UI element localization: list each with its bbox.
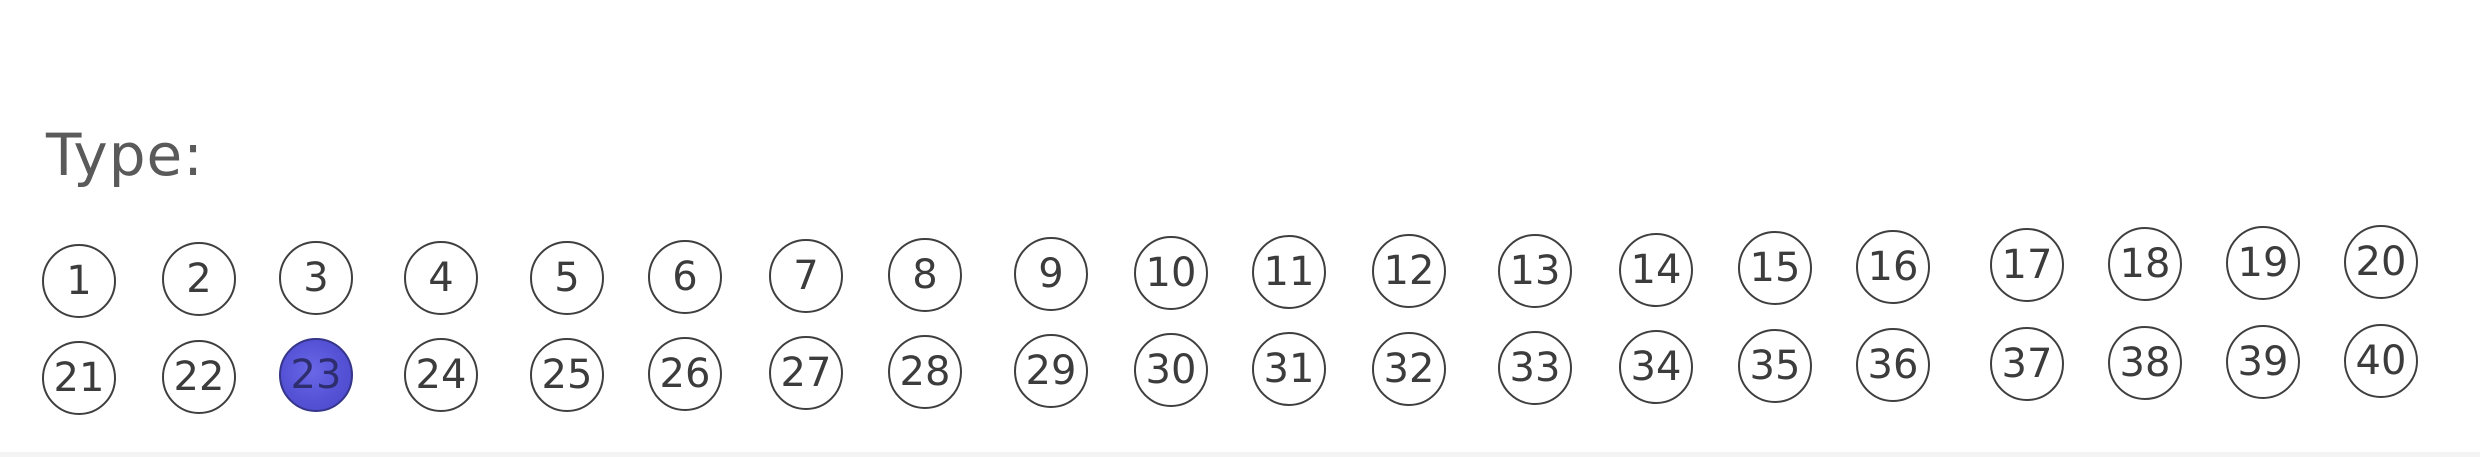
bubble-option-18[interactable]: 18 bbox=[2108, 227, 2182, 301]
bubble-number: 23 bbox=[290, 352, 342, 398]
bubble-number: 35 bbox=[1749, 343, 1801, 389]
bubble-number: 34 bbox=[1630, 344, 1682, 390]
bubble-option-40[interactable]: 40 bbox=[2344, 324, 2418, 398]
bubble-number: 28 bbox=[899, 349, 951, 395]
bubble-number: 4 bbox=[428, 255, 454, 301]
bubble-number: 19 bbox=[2237, 240, 2289, 286]
bubble-option-12[interactable]: 12 bbox=[1372, 234, 1446, 308]
bubble-option-20[interactable]: 20 bbox=[2344, 225, 2418, 299]
bubble-option-15[interactable]: 15 bbox=[1738, 231, 1812, 305]
bubble-option-7[interactable]: 7 bbox=[769, 239, 843, 313]
type-label: Type: bbox=[46, 121, 204, 189]
bubble-option-26[interactable]: 26 bbox=[648, 337, 722, 411]
bubble-number: 8 bbox=[912, 252, 938, 298]
bubble-option-17[interactable]: 17 bbox=[1990, 228, 2064, 302]
bubble-option-3[interactable]: 3 bbox=[279, 241, 353, 315]
bubble-number: 24 bbox=[415, 352, 467, 398]
bubble-number: 11 bbox=[1263, 249, 1315, 295]
bubble-number: 39 bbox=[2237, 339, 2289, 385]
sheet-bottom-edge bbox=[0, 452, 2480, 457]
bubble-option-16[interactable]: 16 bbox=[1856, 230, 1930, 304]
bubble-option-29[interactable]: 29 bbox=[1014, 334, 1088, 408]
bubble-number: 6 bbox=[672, 254, 698, 300]
bubble-number: 7 bbox=[793, 253, 819, 299]
bubble-option-2[interactable]: 2 bbox=[162, 242, 236, 316]
bubble-option-35[interactable]: 35 bbox=[1738, 329, 1812, 403]
bubble-option-30[interactable]: 30 bbox=[1134, 333, 1208, 407]
bubble-number: 40 bbox=[2355, 338, 2407, 384]
bubble-number: 1 bbox=[66, 258, 92, 304]
bubble-number: 36 bbox=[1867, 342, 1919, 388]
bubble-option-39[interactable]: 39 bbox=[2226, 325, 2300, 399]
bubble-option-36[interactable]: 36 bbox=[1856, 328, 1930, 402]
bubble-option-37[interactable]: 37 bbox=[1990, 327, 2064, 401]
bubble-number: 31 bbox=[1263, 346, 1315, 392]
bubble-option-6[interactable]: 6 bbox=[648, 240, 722, 314]
bubble-number: 10 bbox=[1145, 250, 1197, 296]
bubble-number: 13 bbox=[1509, 248, 1561, 294]
bubble-number: 17 bbox=[2001, 242, 2053, 288]
bubble-number: 14 bbox=[1630, 247, 1682, 293]
bubble-number: 25 bbox=[541, 352, 593, 398]
bubble-option-27[interactable]: 27 bbox=[769, 336, 843, 410]
bubble-number: 27 bbox=[780, 350, 832, 396]
bubble-option-8[interactable]: 8 bbox=[888, 238, 962, 312]
bubble-option-34[interactable]: 34 bbox=[1619, 330, 1693, 404]
bubble-number: 33 bbox=[1509, 345, 1561, 391]
bubble-option-28[interactable]: 28 bbox=[888, 335, 962, 409]
bubble-number: 12 bbox=[1383, 248, 1435, 294]
bubble-option-33[interactable]: 33 bbox=[1498, 331, 1572, 405]
bubble-option-23[interactable]: 23 bbox=[279, 338, 353, 412]
bubble-number: 32 bbox=[1383, 346, 1435, 392]
bubble-number: 37 bbox=[2001, 341, 2053, 387]
bubble-number: 21 bbox=[53, 355, 105, 401]
bubble-number: 2 bbox=[186, 256, 212, 302]
bubble-option-32[interactable]: 32 bbox=[1372, 332, 1446, 406]
bubble-option-25[interactable]: 25 bbox=[530, 338, 604, 412]
bubble-number: 15 bbox=[1749, 245, 1801, 291]
bubble-option-4[interactable]: 4 bbox=[404, 241, 478, 315]
bubble-number: 20 bbox=[2355, 239, 2407, 285]
bubble-number: 29 bbox=[1025, 348, 1077, 394]
bubble-option-10[interactable]: 10 bbox=[1134, 236, 1208, 310]
bubble-number: 5 bbox=[554, 255, 580, 301]
bubble-number: 38 bbox=[2119, 340, 2171, 386]
bubble-number: 9 bbox=[1038, 251, 1064, 297]
bubble-option-19[interactable]: 19 bbox=[2226, 226, 2300, 300]
bubble-option-24[interactable]: 24 bbox=[404, 338, 478, 412]
bubble-option-1[interactable]: 1 bbox=[42, 244, 116, 318]
bubble-option-21[interactable]: 21 bbox=[42, 341, 116, 415]
bubble-number: 18 bbox=[2119, 241, 2171, 287]
bubble-option-38[interactable]: 38 bbox=[2108, 326, 2182, 400]
bubble-number: 22 bbox=[173, 354, 225, 400]
bubble-option-9[interactable]: 9 bbox=[1014, 237, 1088, 311]
bubble-option-13[interactable]: 13 bbox=[1498, 234, 1572, 308]
bubble-number: 16 bbox=[1867, 244, 1919, 290]
bubble-option-5[interactable]: 5 bbox=[530, 241, 604, 315]
bubble-number: 30 bbox=[1145, 347, 1197, 393]
bubble-option-11[interactable]: 11 bbox=[1252, 235, 1326, 309]
bubble-number: 3 bbox=[303, 255, 329, 301]
bubble-option-22[interactable]: 22 bbox=[162, 340, 236, 414]
bubble-option-31[interactable]: 31 bbox=[1252, 332, 1326, 406]
bubble-option-14[interactable]: 14 bbox=[1619, 233, 1693, 307]
bubble-number: 26 bbox=[659, 351, 711, 397]
